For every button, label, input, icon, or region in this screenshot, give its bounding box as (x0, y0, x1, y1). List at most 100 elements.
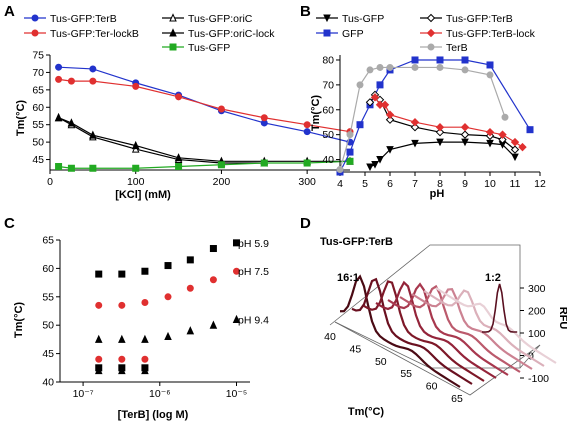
panel-b-point-s2-3 (385, 115, 395, 124)
panel-b-point-s0-4 (411, 139, 419, 148)
panel-a-legend-marker-1 (31, 29, 39, 37)
panel-b-xlabel: pH (430, 188, 445, 200)
panel-a-point-s1-1 (67, 77, 75, 85)
panel-c-point-s2-4 (186, 326, 195, 335)
panel-b-legend-marker-3 (426, 28, 436, 38)
panel-a-legend-marker-2 (169, 13, 177, 22)
panel-b-point-s4-9 (486, 71, 494, 79)
panel-b-legend-marker-1 (323, 29, 331, 37)
panel-a-point-s1-3 (132, 82, 140, 90)
panel-a-point-s4-7 (303, 159, 311, 167)
panel-c-series-label-2: pH 9.4 (238, 315, 269, 327)
panel-c-xlabel: [TerB] (log M) (118, 409, 189, 421)
panel-c-point-s1-6 (232, 267, 240, 275)
panel-b-x-tick-label: 11 (510, 178, 521, 190)
panel-b-point-s3-8 (498, 130, 507, 139)
panel-a-legend-marker-0 (31, 14, 39, 22)
panel-a-legend-label-4: Tus-GFP (188, 42, 230, 54)
panel-a-point-s4-8 (346, 157, 354, 165)
panel-b-point-s0-1 (371, 161, 379, 169)
panel-b-series-line-4 (339, 66, 506, 170)
panel-c-point-s4-2 (141, 355, 149, 363)
panel-b-series-line-0 (369, 141, 516, 168)
panel-a-point-s4-3 (132, 164, 140, 172)
panel-a-y-tick-label: 70 (32, 67, 44, 79)
panel-b-point-s4-0 (336, 166, 344, 174)
panel-c-y-tick-label: 65 (42, 235, 54, 247)
panel-b-point-s3-10 (518, 142, 527, 152)
panel-c-point-s0-5 (209, 245, 217, 253)
panel-b-point-s4-10 (501, 113, 509, 121)
panel-c-point-s0-1 (118, 270, 126, 278)
panel-a-legend-label-2: Tus-GFP:oriC (188, 13, 253, 25)
panel-d-x-tick-label: 45 (350, 343, 362, 355)
panel-c-series-label-1: pH 7.5 (238, 266, 269, 278)
panel-a-legend-label-1: Tus-GFP:Ter-lockB (50, 28, 139, 40)
panel-d-trace-1-2 (481, 283, 518, 333)
panel-a-y-tick-label: 65 (32, 84, 44, 96)
panel-a-point-s3-1 (67, 118, 76, 127)
panel-b-legend-marker-4 (427, 43, 435, 51)
panel-b-x-tick-label: 12 (534, 178, 546, 190)
panel-a-point-s4-1 (67, 164, 75, 172)
panel-a-label: A (4, 3, 15, 20)
panel-c-point-s2-5 (209, 320, 218, 329)
panel-b-point-s3-6 (460, 122, 470, 132)
panel-c-point-s4-1 (118, 355, 126, 363)
panel-b-point-s2-4 (410, 122, 420, 132)
panel-b-legend-label-2: Tus-GFP:TerB (446, 13, 513, 25)
panel-a-marks (54, 63, 354, 172)
panel-c-point-s1-1 (118, 301, 126, 309)
panel-a-point-s1-2 (89, 77, 97, 85)
panel-c-point-s1-4 (186, 284, 194, 292)
panel-c-point-s0-6 (232, 239, 240, 247)
panel-a-point-s0-6 (303, 128, 311, 136)
panel-a-y-tick-label: 60 (32, 102, 44, 114)
panel-c-point-s1-0 (95, 301, 103, 309)
panel-a-point-s3-3 (131, 140, 140, 150)
panel-b-point-s4-8 (461, 66, 469, 74)
panel-b-x-tick-label: 4 (337, 178, 343, 190)
panel-d-z-tick-label: 200 (528, 306, 546, 318)
panel-b-point-s3-7 (485, 127, 495, 137)
panel-b-point-s1-9 (486, 61, 494, 69)
panel-d-trace-2 (363, 280, 485, 382)
panel-a-x-tick-label: 100 (127, 176, 145, 188)
panel-b-y-tick-label: 70 (322, 79, 334, 91)
panel-a-legend: Tus-GFP:TerB Tus-GFP:Ter-lockB Tus-GFP:ori… (24, 13, 275, 54)
panel-d: D Tus-GFP:TerB 300 200 100 0 -100 RFU 40 45 50… (300, 215, 567, 418)
panel-b-y-tick-label: 60 (322, 104, 334, 116)
panel-a-x-tick-label: 0 (47, 176, 53, 188)
panel-d-trace-7 (423, 289, 545, 367)
panel-a-point-s4-6 (260, 159, 268, 167)
panel-b-point-s2-0 (365, 98, 375, 107)
panel-a-legend-marker-4 (169, 43, 177, 51)
panel-b-point-s0-6 (461, 138, 469, 147)
panel-a-point-s0-1 (89, 65, 97, 73)
panel-b-point-s1-6 (411, 56, 419, 64)
panel-b-point-s4-4 (376, 63, 384, 71)
panel-c-series-labels: pH 5.9 pH 7.5 pH 9.4 (238, 238, 269, 327)
panel-b-point-s2-5 (435, 127, 445, 137)
panel-b-x-tick-label: 10 (484, 178, 496, 190)
panel-b-x-tick-label: 8 (437, 178, 443, 190)
panel-a-y-tick-label: 75 (32, 50, 44, 62)
panel-a-legend-label-3: Tus-GFP:oriC-lock (188, 28, 275, 40)
panel-d-annotation-16-1: 16:1 (337, 272, 359, 284)
panel-b-series-line-1 (339, 59, 531, 173)
panel-c-point-s5-1 (118, 365, 126, 375)
panel-d-xlabel: Tm(°C) (348, 406, 385, 418)
panel-d-floor (334, 321, 541, 396)
panel-b-point-s2-9 (510, 145, 520, 154)
panel-c-point-s1-3 (164, 293, 172, 301)
panel-a-x-tick-label: 300 (298, 176, 316, 188)
panel-a-legend-marker-3 (169, 28, 177, 37)
panel-a-y-tick-label: 55 (32, 119, 44, 131)
panel-b-point-s4-6 (411, 63, 419, 71)
panel-a-point-s3-0 (54, 113, 63, 122)
panel-b-point-s3-2 (380, 100, 390, 109)
panel-b-legend: Tus-GFP GFP Tus-GFP:TerB Tus-GFP:TerB-lock T… (316, 13, 536, 54)
panel-b-x-tick-label: 6 (387, 178, 393, 190)
panel-a-point-s3-2 (89, 130, 97, 139)
